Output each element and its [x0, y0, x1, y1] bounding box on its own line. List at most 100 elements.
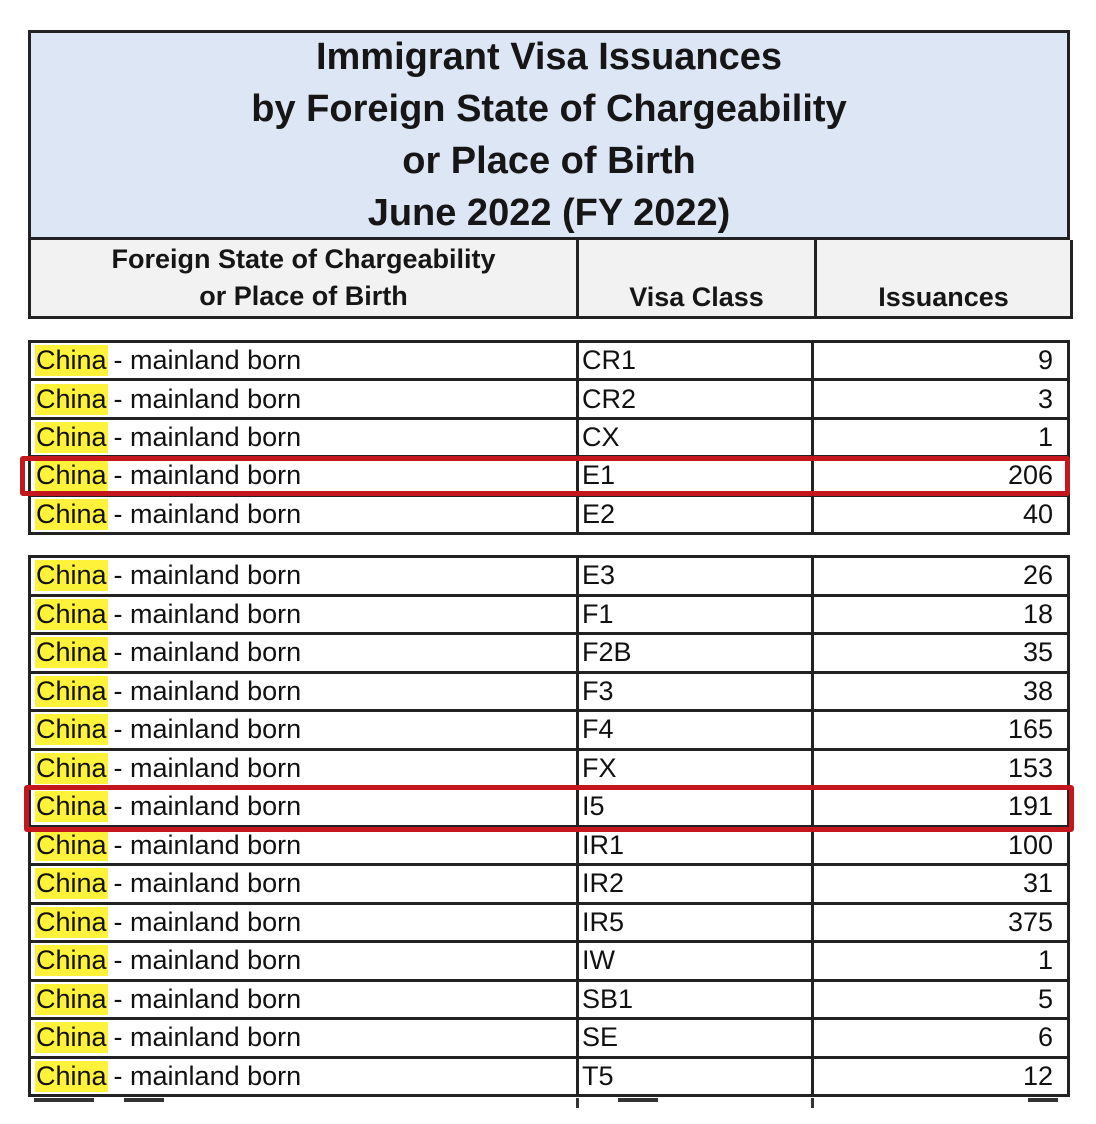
header-visa-class: Visa Class: [579, 240, 817, 316]
country-suffix: - mainland born: [113, 714, 302, 745]
table-row: China - mainland born SE 6: [31, 1020, 1067, 1059]
country-cell: China - mainland born: [31, 635, 579, 671]
country-cell: China - mainland born: [31, 381, 579, 417]
issuances-cell: 35: [1022, 637, 1053, 668]
issuances-cell: 31: [1022, 868, 1053, 899]
table-title: Immigrant Visa Issuances by Foreign Stat…: [28, 30, 1070, 240]
visa-class-cell: E1: [579, 458, 814, 494]
country-cell: China - mainland born: [31, 866, 579, 902]
issuances-cell: 9: [1037, 345, 1053, 376]
table-row: China - mainland born E3 26: [31, 558, 1067, 597]
issuances-cell: 1: [1037, 945, 1053, 976]
country-cell: China - mainland born: [31, 343, 579, 379]
country-suffix: - mainland born: [113, 598, 302, 629]
country-suffix: - mainland born: [113, 945, 302, 976]
table-row: China - mainland born F1 18: [31, 596, 1067, 635]
table-row: China - mainland born T5 12: [31, 1058, 1067, 1097]
issuances-cell: 26: [1022, 560, 1053, 591]
country-suffix: - mainland born: [113, 637, 302, 668]
country-highlight: China: [35, 598, 108, 630]
country-highlight: China: [35, 906, 108, 938]
table-row: China - mainland born IR5 375: [31, 904, 1067, 943]
visa-class-cell: F3: [579, 673, 814, 709]
table-row: China - mainland born F4 165: [31, 712, 1067, 751]
issuances-cell: 18: [1022, 598, 1053, 629]
title-line-4: June 2022 (FY 2022): [367, 192, 731, 234]
issuances-cell: 375: [1007, 906, 1053, 937]
table-group-2: China - mainland born E3 26 China - mainland …: [28, 555, 1070, 1097]
visa-class-cell: SE: [579, 1020, 814, 1056]
country-suffix: - mainland born: [113, 345, 302, 376]
table-row: China - mainland born F3 38: [31, 673, 1067, 712]
country-suffix: - mainland born: [113, 791, 302, 822]
country-highlight: China: [35, 498, 108, 530]
country-highlight: China: [35, 714, 108, 746]
country-cell: China - mainland born: [31, 496, 579, 532]
issuances-cell: 5: [1037, 983, 1053, 1014]
country-suffix: - mainland born: [113, 1022, 302, 1053]
issuances-cell: 191: [1007, 791, 1053, 822]
country-cell: China - mainland born: [31, 827, 579, 863]
annotation-box-i5: [24, 785, 1074, 832]
country-suffix: - mainland born: [113, 460, 302, 491]
visa-class-cell: FX: [579, 750, 814, 786]
country-highlight: China: [35, 460, 108, 492]
visa-class-cell: T5: [579, 1058, 814, 1094]
issuances-cell: 206: [1007, 460, 1053, 491]
visa-class-cell: E2: [579, 496, 814, 532]
country-cell: China - mainland born: [31, 1058, 579, 1094]
visa-class-cell: IR5: [579, 904, 814, 940]
annotation-box-e1: [20, 456, 1070, 496]
table-row: China - mainland born FX 153: [31, 750, 1067, 789]
table-row: China - mainland born F2B 35: [31, 635, 1067, 674]
country-cell: China - mainland born: [31, 981, 579, 1017]
country-suffix: - mainland born: [113, 383, 302, 414]
visa-class-cell: IR1: [579, 827, 814, 863]
visa-class-cell: I5: [579, 789, 814, 825]
country-highlight: China: [35, 1022, 108, 1054]
country-highlight: China: [35, 868, 108, 900]
country-suffix: - mainland born: [113, 421, 302, 452]
country-highlight: China: [35, 675, 108, 707]
country-highlight: China: [35, 383, 108, 415]
country-suffix: - mainland born: [113, 675, 302, 706]
country-highlight: China: [35, 421, 108, 453]
title-line-3: or Place of Birth: [402, 140, 696, 182]
issuances-cell: 6: [1037, 1022, 1053, 1053]
visa-class-cell: CX: [579, 419, 814, 456]
visa-class-cell: CR1: [579, 343, 814, 379]
visa-class-cell: F4: [579, 712, 814, 748]
visa-class-cell: E3: [579, 558, 814, 594]
issuances-cell: 38: [1022, 675, 1053, 706]
visa-class-cell: IR2: [579, 866, 814, 902]
country-cell: China - mainland born: [31, 458, 579, 494]
country-suffix: - mainland born: [113, 983, 302, 1014]
issuances-cell: 40: [1022, 498, 1053, 529]
country-cell: China - mainland born: [31, 596, 579, 632]
title-line-1: Immigrant Visa Issuances: [315, 36, 783, 78]
issuances-cell: 165: [1007, 714, 1053, 745]
country-cell: China - mainland born: [31, 558, 579, 594]
issuances-cell: 100: [1007, 829, 1053, 860]
visa-class-cell: IW: [579, 943, 814, 979]
country-highlight: China: [35, 945, 108, 977]
header-country-line-1: Foreign State of Chargeability: [111, 244, 496, 274]
issuances-cell: 153: [1007, 752, 1053, 783]
country-suffix: - mainland born: [113, 560, 302, 591]
table-row: China - mainland born CX 1: [31, 419, 1067, 459]
country-cell: China - mainland born: [31, 1020, 579, 1056]
header-issuances: Issuances: [878, 282, 1009, 312]
visa-class-cell: CR2: [579, 381, 814, 417]
table-row: China - mainland born E2 40: [31, 496, 1067, 535]
issuances-cell: 12: [1022, 1060, 1053, 1091]
country-cell: China - mainland born: [31, 673, 579, 709]
country-highlight: China: [35, 345, 108, 377]
country-suffix: - mainland born: [113, 829, 302, 860]
visa-class-cell: F2B: [579, 635, 814, 671]
country-highlight: China: [35, 983, 108, 1015]
table-group-1: China - mainland born CR1 9 China - mainland …: [28, 340, 1070, 535]
country-suffix: - mainland born: [113, 906, 302, 937]
country-cell: China - mainland born: [31, 943, 579, 979]
country-suffix: - mainland born: [113, 752, 302, 783]
issuances-cell: 3: [1037, 383, 1053, 414]
